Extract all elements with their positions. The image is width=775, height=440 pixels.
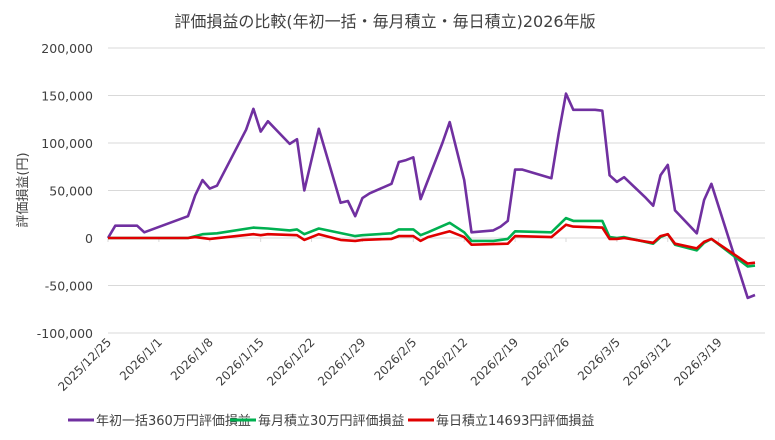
x-tick-label: 2025/12/25 bbox=[55, 335, 114, 394]
series-line-1 bbox=[106, 92, 756, 300]
y-tick-label: 100,000 bbox=[41, 136, 93, 151]
y-tick-label: -50,000 bbox=[45, 279, 93, 294]
chart-title: 評価損益の比較(年初一括・毎月積立・毎日積立)2026年版 bbox=[174, 12, 595, 31]
x-tick-label: 2026/2/5 bbox=[371, 335, 419, 383]
x-tick-label: 2026/1/1 bbox=[117, 335, 165, 383]
y-tick-label: 150,000 bbox=[41, 89, 93, 104]
legend-label: 毎日積立14693円評価損益 bbox=[436, 413, 594, 429]
x-tick-label: 2026/3/12 bbox=[620, 335, 673, 388]
series-line-2 bbox=[108, 216, 756, 268]
x-tick-label: 2026/1/8 bbox=[168, 335, 216, 383]
y-tick-label: 200,000 bbox=[41, 41, 93, 56]
legend-label: 年初一括360万円評価損益 bbox=[96, 414, 251, 429]
x-tick-label: 2026/2/12 bbox=[417, 335, 470, 388]
legend-label: 毎月積立30万円評価損益 bbox=[258, 413, 405, 429]
y-tick-label: -100,000 bbox=[37, 326, 93, 341]
legend-item: 毎月積立30万円評価損益 bbox=[230, 413, 405, 429]
y-tick-label: 0 bbox=[85, 231, 93, 246]
x-tick-label: 2026/1/29 bbox=[315, 335, 368, 388]
x-tick-label: 2026/1/22 bbox=[264, 335, 317, 388]
x-tick-label: 2026/3/19 bbox=[671, 335, 724, 388]
y-tick-label: 50,000 bbox=[49, 184, 93, 199]
x-tick-label: 2026/2/26 bbox=[519, 335, 572, 388]
x-tick-label: 2026/1/15 bbox=[213, 335, 266, 388]
legend-item: 毎日積立14693円評価損益 bbox=[408, 413, 594, 429]
y-axis-title: 評価損益(円) bbox=[16, 152, 31, 227]
x-tick-label: 2026/2/19 bbox=[468, 335, 521, 388]
legend-item: 年初一括360万円評価損益 bbox=[68, 414, 251, 429]
x-tick-label: 2026/3/5 bbox=[575, 335, 623, 383]
series-line-3 bbox=[108, 223, 756, 265]
